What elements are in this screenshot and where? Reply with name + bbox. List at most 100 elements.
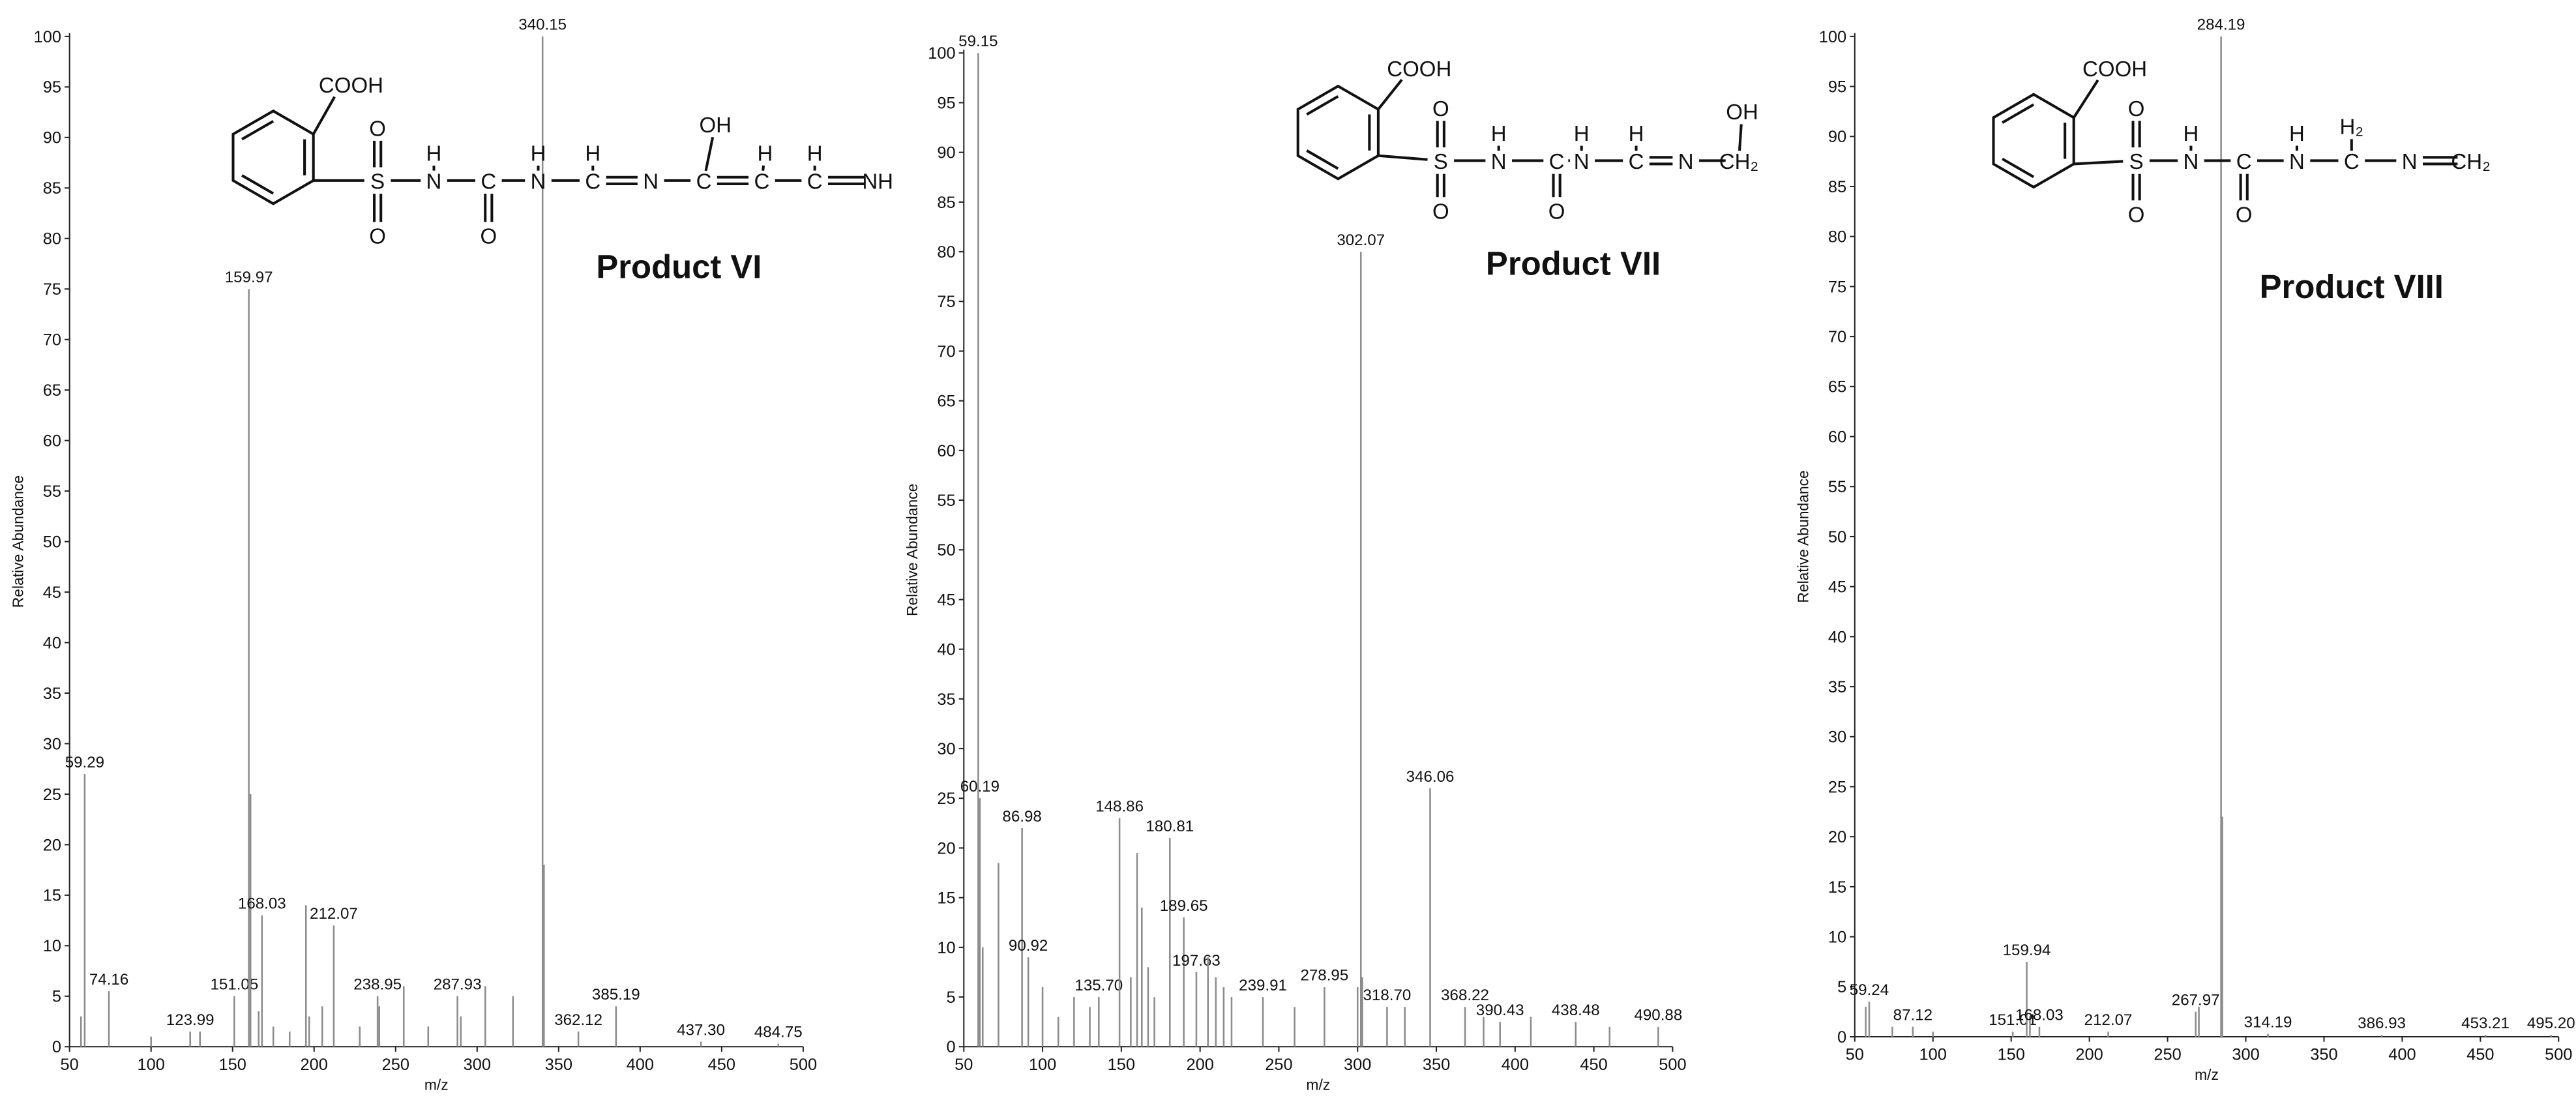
x-tick-label: 400 xyxy=(2388,1046,2416,1064)
peak-label: 197.63 xyxy=(1172,952,1221,970)
product-label: Product VI xyxy=(596,248,762,286)
x-tick-label: 50 xyxy=(1846,1046,1864,1064)
y-tick-label: 35 xyxy=(937,691,955,709)
x-tick-label: 500 xyxy=(790,1056,817,1074)
y-tick-label: 60 xyxy=(1828,428,1846,446)
atom-label: H xyxy=(1574,121,1590,145)
y-tick-label: 55 xyxy=(1828,478,1846,496)
y-tick-label: 80 xyxy=(937,243,955,261)
atom-label: N xyxy=(2289,149,2305,173)
y-tick-label: 90 xyxy=(1828,128,1846,146)
x-tick-label: 400 xyxy=(627,1056,654,1074)
product-label: Product VIII xyxy=(2260,268,2444,305)
peak-label: 340.15 xyxy=(518,16,567,34)
x-tick-label: 350 xyxy=(545,1056,572,1074)
y-tick-label: 55 xyxy=(937,492,955,510)
y-tick-label: 40 xyxy=(43,634,61,652)
y-tick-label: 80 xyxy=(43,230,61,248)
bond xyxy=(1738,124,1743,151)
peak-label: 239.91 xyxy=(1239,977,1287,994)
x-tick-label: 500 xyxy=(1659,1056,1686,1074)
peak-label: 287.93 xyxy=(434,976,482,994)
y-tick-label: 45 xyxy=(43,584,61,602)
atom-label: H xyxy=(1629,121,1644,145)
peak-label: 168.03 xyxy=(238,895,286,913)
x-tick-label: 250 xyxy=(1265,1056,1292,1074)
y-tick-label: 50 xyxy=(1828,528,1846,546)
bond xyxy=(2073,79,2099,119)
atom-label: N xyxy=(426,170,442,194)
atom-label: H xyxy=(585,141,600,165)
y-tick-label: 0 xyxy=(946,1038,955,1056)
atom-label: C xyxy=(1629,149,1644,173)
peak-label: 59.29 xyxy=(65,754,104,771)
y-tick-label: 40 xyxy=(1828,628,1846,646)
peak-label: 59.24 xyxy=(1850,981,1889,999)
y-tick-label: 85 xyxy=(1828,178,1846,196)
x-tick-label: 150 xyxy=(1108,1056,1135,1074)
peak-label: 284.19 xyxy=(2197,16,2245,34)
x-tick-label: 300 xyxy=(464,1056,491,1074)
bond xyxy=(2073,160,2124,166)
y-tick-label: 30 xyxy=(43,735,61,753)
y-tick-label: 50 xyxy=(43,533,61,551)
peak-label: 159.94 xyxy=(2003,942,2051,959)
y-tick-label: 90 xyxy=(937,144,955,162)
y-tick-label: 40 xyxy=(937,641,955,659)
atom-label: H xyxy=(1491,121,1507,145)
y-tick-label: 35 xyxy=(43,685,61,703)
atom-label: OH xyxy=(1726,100,1758,124)
atom-label: CH₂ xyxy=(1719,149,1759,173)
y-tick-label: 20 xyxy=(43,836,61,854)
y-tick-label: 75 xyxy=(43,280,61,299)
atom-label: C xyxy=(2344,149,2360,173)
y-tick-label: 10 xyxy=(937,939,955,957)
peak-label: 484.75 xyxy=(754,1023,803,1041)
atom-label: C xyxy=(585,170,600,194)
atom-label: COOH xyxy=(2082,57,2147,81)
x-tick-label: 150 xyxy=(1998,1046,2025,1064)
bond xyxy=(1378,154,1428,161)
peak-label: 238.95 xyxy=(353,976,402,994)
peak-label: 90.92 xyxy=(1009,937,1048,955)
x-tick-label: 200 xyxy=(1186,1056,1213,1074)
y-tick-label: 20 xyxy=(937,839,955,857)
x-tick-label: 250 xyxy=(382,1056,409,1074)
x-axis-label: m/z xyxy=(1306,1076,1330,1093)
y-tick-label: 45 xyxy=(1828,578,1846,597)
peak-label: 148.86 xyxy=(1095,798,1144,816)
atom-label: O xyxy=(1548,199,1565,223)
bond xyxy=(1377,78,1403,110)
x-tick-label: 300 xyxy=(2232,1046,2259,1064)
atom-label: C xyxy=(2236,149,2252,173)
y-tick-label: 65 xyxy=(1828,378,1846,396)
ring-double-bond xyxy=(241,174,274,195)
y-tick-label: 15 xyxy=(43,887,61,905)
ring-double-bond xyxy=(2002,157,2035,179)
y-tick-label: 10 xyxy=(1828,929,1846,947)
y-tick-label: 55 xyxy=(43,483,61,501)
x-tick-label: 100 xyxy=(1919,1046,1947,1064)
x-tick-label: 500 xyxy=(2545,1046,2572,1064)
x-tick-label: 250 xyxy=(2154,1046,2181,1064)
ring-double-bond xyxy=(1306,95,1339,116)
x-tick-label: 50 xyxy=(955,1056,973,1074)
peak-label: 438.48 xyxy=(1552,1002,1600,1019)
x-tick-label: 200 xyxy=(2075,1046,2103,1064)
x-axis-label: m/z xyxy=(2195,1066,2219,1083)
peak-label: 278.95 xyxy=(1300,967,1348,985)
x-tick-label: 300 xyxy=(1344,1056,1371,1074)
peak-label: 453.21 xyxy=(2461,1015,2509,1032)
x-axis-label: m/z xyxy=(424,1076,449,1093)
y-tick-label: 25 xyxy=(1828,778,1846,796)
y-tick-label: 5 xyxy=(946,989,955,1007)
x-tick-label: 400 xyxy=(1502,1056,1529,1074)
atom-label: O xyxy=(1432,97,1449,121)
peak-label: 318.70 xyxy=(1363,987,1412,1004)
peak-label: 180.81 xyxy=(1146,818,1194,835)
atom-label: H xyxy=(531,141,546,165)
atom-label: H xyxy=(2183,121,2198,145)
y-tick-label: 0 xyxy=(52,1038,61,1056)
peak-label: 362.12 xyxy=(554,1011,602,1029)
